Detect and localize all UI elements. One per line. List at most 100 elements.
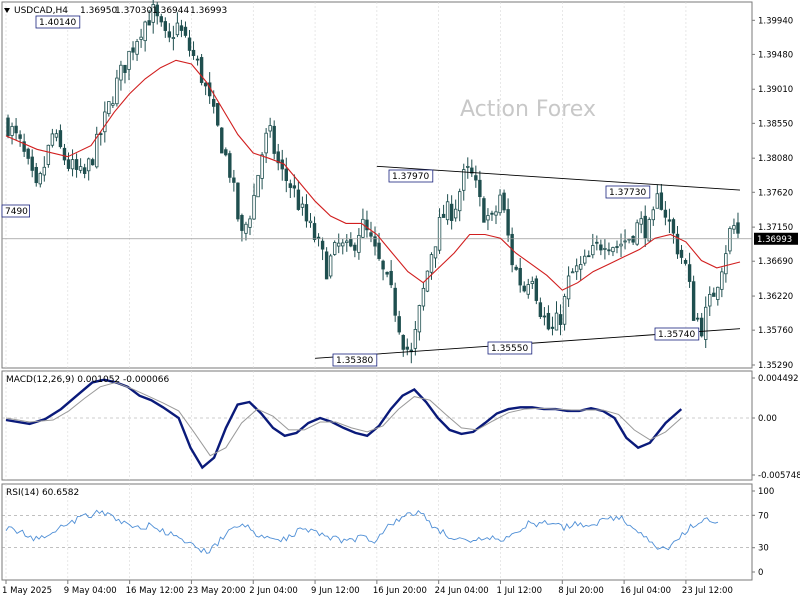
candle-body [453,208,458,219]
candle-body [732,225,736,230]
candle-body [272,125,276,154]
candle-body [276,151,280,164]
x-tick-label: 8 Jul 20:00 [558,586,604,596]
candle-body [534,278,539,301]
candle-body [316,236,321,239]
candle-body [86,158,91,172]
dropdown-triangle-icon [4,8,10,13]
header-symbol: USDCAD,H4 [14,6,68,16]
resistance-trendline [376,165,741,191]
label-1-37730: 1.37730 [609,188,646,198]
candle-body [570,271,575,274]
candle-body [462,169,466,191]
candle-body [683,260,688,264]
candle-body [155,4,159,17]
candle-body [328,255,333,277]
candle-body [66,159,71,169]
candle-body [514,266,518,270]
candle-body [312,223,317,240]
candle-body [70,159,75,170]
candle-body [381,260,385,270]
candle-body [562,296,567,325]
header-open: 1.36950 [80,6,117,16]
axes: 1.39940 1.39480 1.39010 1.38550 1.38080 1.376… [2,16,800,596]
candle-body [659,192,664,210]
candle-body [30,156,34,171]
candle-body [224,149,228,156]
label-1-35740-box [654,327,700,341]
candle-body [433,246,438,259]
x-tick-label: 1 Jul 12:00 [496,586,542,596]
candle-body [183,26,188,36]
candle-body [389,270,393,286]
candle-body [470,167,474,174]
x-tick-label: 16 Jul 04:00 [620,586,671,596]
candle-body [445,201,450,221]
candle-body [337,242,341,247]
x-tick-label: 24 Jun 04:00 [435,586,489,596]
candle-body [260,154,264,179]
candle-body [264,132,268,154]
header-high: 1.37030 [115,6,152,16]
candle-body [175,22,180,36]
candle-body [353,244,357,251]
candle-body [127,50,131,70]
candle-body [143,21,147,42]
candle-body [324,251,329,280]
candle-body [704,306,708,340]
x-tick-label: 16 Jun 20:00 [373,586,427,596]
candle-body [42,166,47,176]
candle-body [82,167,87,174]
candle-body [506,209,510,236]
candle-body [458,191,462,212]
candle-body [728,228,732,252]
candle-body [425,270,430,292]
label-1-35380-box [332,353,378,367]
candle-body [639,218,643,225]
candle-body [482,198,486,223]
candle-body [18,134,22,139]
candle-body [449,203,454,221]
candle-body [107,101,111,115]
candle-body [300,203,305,208]
candle-body [385,271,389,275]
candle-body [369,232,373,237]
candle-body [74,159,79,170]
candle-body [103,111,107,133]
candle-body [530,280,535,284]
candle-body [171,37,176,39]
macd-y-label: -0.005748 [758,471,800,481]
label-1-37970-box [388,169,434,183]
candle-body [518,267,522,286]
candle-body [643,215,647,239]
candle-body [34,166,38,184]
candle-body [22,141,26,152]
candle-body [220,127,224,154]
candle-body [139,36,143,40]
label-1-40140-box [35,15,81,29]
candle-body [474,175,478,181]
candle-body [498,194,502,214]
candle-body [615,246,619,248]
candle-body [240,214,244,231]
watermark: Action Forex [460,97,596,122]
candle-body [611,247,615,253]
moving-average [5,59,741,291]
candle-body [288,183,293,188]
candle-body [256,174,260,198]
candle-body [651,209,655,221]
current-price-tag-bg [754,232,798,245]
label-1-37970: 1.37970 [392,172,429,182]
candle-body [151,4,155,23]
candle-body [671,219,676,234]
candle-body [623,240,627,243]
candle-body [675,233,680,255]
candle-body [54,133,59,138]
candle-body [38,173,42,185]
price-y-label: 1.35760 [758,326,793,336]
candle-body [377,242,381,259]
candle-body [349,238,353,247]
candle-body [46,144,51,165]
label-1-37730-box [605,185,651,199]
